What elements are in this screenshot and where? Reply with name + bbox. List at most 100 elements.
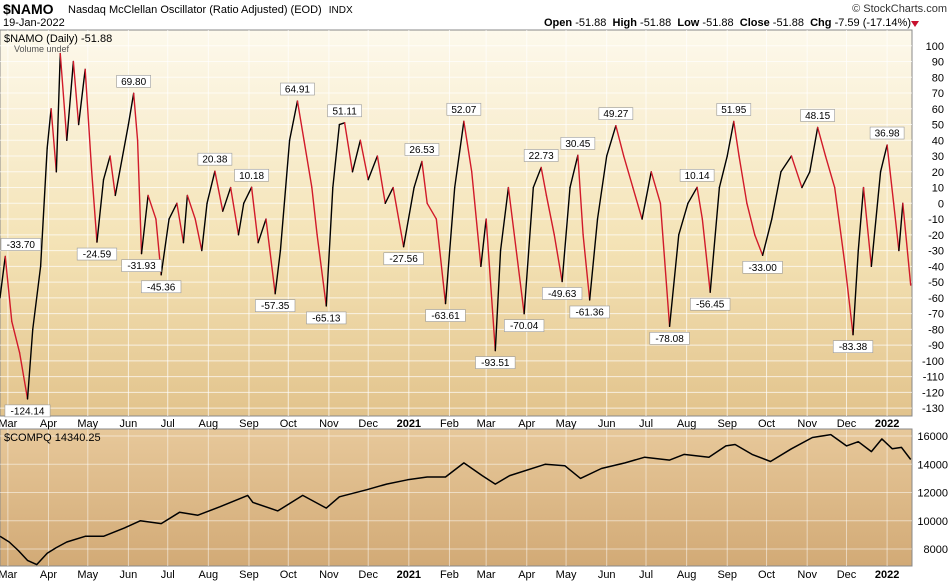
- oscillator-segment: [102, 155, 111, 181]
- y-tick-label: 70: [932, 88, 944, 100]
- y-tick-label: 0: [938, 198, 944, 210]
- x-tick-label: Aug: [199, 569, 219, 581]
- oscillator-panel: [0, 29, 913, 417]
- annotation-box: [383, 252, 424, 266]
- oscillator-segment: [55, 52, 61, 173]
- oscillator-segment: [367, 155, 379, 181]
- annotation-box: [569, 305, 610, 319]
- annotation-label: 51.95: [721, 105, 746, 116]
- oscillator-segment: [668, 234, 680, 328]
- annotation-box: [404, 143, 440, 156]
- oscillator-segment: [545, 194, 555, 236]
- oscillator-segment: [444, 186, 456, 305]
- symbol-description: Nasdaq McClellan Oscillator (Ratio Adjus…: [68, 4, 353, 16]
- annotation-label: -45.36: [147, 282, 176, 293]
- oscillator-segment: [701, 218, 711, 293]
- oscillator-segment: [471, 171, 482, 268]
- annotation-box: [679, 169, 715, 182]
- annotation-label: -27.56: [389, 254, 418, 265]
- oscillator-segment: [824, 155, 836, 189]
- oscillator-segment: [870, 171, 882, 268]
- oscillator-segment: [659, 202, 671, 328]
- oscillator-segment: [303, 139, 313, 189]
- oscillator-segment: [384, 186, 394, 205]
- y-tick-label: -50: [928, 277, 944, 289]
- oscillator-segment: [523, 186, 535, 315]
- price-panel: [0, 428, 913, 567]
- annotation-box: [446, 102, 482, 116]
- oscillator-segment: [790, 155, 803, 189]
- oscillator-segment: [32, 265, 42, 331]
- oscillator-segment: [91, 171, 98, 243]
- y-tick-label: 12000: [917, 488, 948, 500]
- x-tick-label: 2022: [875, 418, 899, 430]
- oscillator-segment: [499, 186, 510, 252]
- x-tick-label: Jun: [120, 418, 138, 430]
- oscillator-segment: [140, 194, 149, 255]
- x-tick-label: Nov: [797, 569, 817, 581]
- x-tick-label: May: [556, 569, 577, 581]
- x-tick-label: Aug: [199, 418, 219, 430]
- oscillator-segment: [96, 178, 105, 243]
- oscillator-segment: [72, 60, 80, 126]
- annotation-label: -24.59: [83, 250, 112, 261]
- oscillator-segment: [809, 126, 819, 173]
- price-title: $COMPQ 14340.25: [4, 432, 101, 444]
- oscillator-segment: [801, 171, 811, 189]
- brand-watermark[interactable]: © StockCharts.com: [852, 3, 947, 15]
- open-value: -51.88: [575, 17, 607, 29]
- annotation-label: 51.11: [332, 106, 357, 117]
- x-tick-label: Sep: [239, 418, 259, 430]
- annotation-box: [504, 319, 545, 332]
- annotation-label: -57.35: [261, 301, 290, 312]
- oscillator-segment: [678, 202, 689, 236]
- annotation-label: -83.38: [839, 342, 868, 353]
- price-y-axis: 16000 14000 12000 10000 8000: [917, 431, 948, 556]
- annotation-box: [0, 238, 41, 251]
- low-value: -51.88: [702, 17, 734, 29]
- oscillator-segment: [435, 218, 447, 305]
- oscillator-segment: [623, 155, 634, 189]
- oscillator-segment: [494, 249, 502, 352]
- oscillator-segment: [257, 218, 267, 244]
- x-tick-label: Dec: [837, 569, 857, 581]
- oscillator-segment: [84, 68, 93, 173]
- annotation-box: [121, 259, 162, 272]
- oscillator-segment: [376, 155, 386, 205]
- y-tick-label: -80: [928, 324, 944, 336]
- chg-value: -7.59 (-17.14%): [834, 17, 911, 29]
- annotation-box: [800, 109, 835, 122]
- symbol-title[interactable]: $NAMO: [3, 1, 54, 17]
- oscillator-segment: [182, 194, 189, 244]
- y-tick-label: -90: [928, 340, 944, 352]
- chart-date: 19-Jan-2022: [3, 17, 65, 29]
- annotation-box: [475, 356, 516, 369]
- annotation-label: 10.18: [239, 171, 264, 182]
- oscillator-segment: [650, 171, 662, 205]
- oscillator-segment: [214, 170, 224, 212]
- x-tick-label: Apr: [518, 418, 535, 430]
- oscillator-segment: [66, 60, 75, 141]
- x-tick-label: Aug: [677, 418, 697, 430]
- annotation-label: 36.98: [875, 129, 900, 140]
- oscillator-segment: [561, 186, 571, 283]
- x-tick-label: Jul: [639, 569, 653, 581]
- annotation-label: 22.73: [529, 151, 554, 162]
- x-tick-label: Jul: [161, 569, 175, 581]
- annotation-box: [425, 309, 466, 322]
- oscillator-segment: [687, 186, 698, 205]
- x-tick-label: Apr: [40, 418, 57, 430]
- oscillator-series: [0, 52, 912, 400]
- annotation-label: -63.61: [431, 311, 460, 322]
- oscillator-segment: [485, 218, 497, 352]
- x-tick-label: Apr: [40, 569, 57, 581]
- oscillator-segment: [453, 120, 465, 189]
- oscillator-annotations: -33.70 -124.14 -24.59 69.80 -31.93 -45.36 20.3…: [0, 75, 905, 417]
- oscillator-segment: [114, 123, 130, 197]
- close-label: Close: [739, 17, 770, 29]
- symbol-name: Nasdaq McClellan Oscillator (Ratio Adjus…: [68, 4, 322, 16]
- y-tick-label: 8000: [924, 544, 948, 556]
- oscillator-segment: [243, 186, 253, 205]
- annotation-box: [327, 104, 362, 118]
